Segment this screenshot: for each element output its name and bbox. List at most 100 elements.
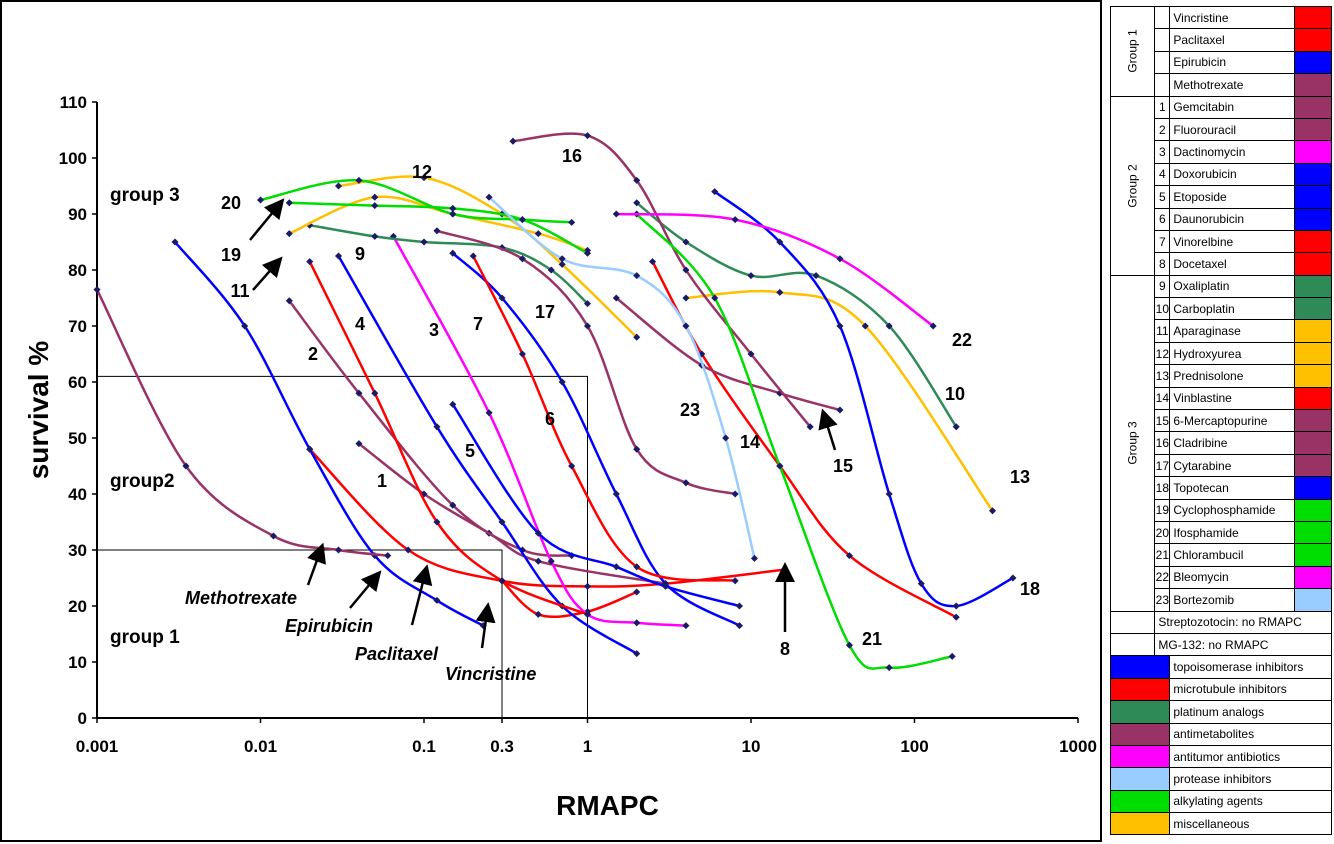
annotation-arrow <box>306 542 326 586</box>
legend-group-label: Group 3 <box>1109 274 1156 612</box>
curve-label-8: 8 <box>780 639 790 659</box>
data-point <box>433 518 441 526</box>
data-point <box>929 322 937 330</box>
data-point <box>384 552 392 560</box>
legend-row: 18 Topotecan <box>1111 476 1332 500</box>
legend-row: Streptozotocin: no RMAPC <box>1109 610 1332 634</box>
annotation-arrow <box>475 602 496 649</box>
legend-class-name: topoisomerase inhibitors <box>1169 655 1332 679</box>
data-point <box>952 423 960 431</box>
data-point <box>711 188 719 196</box>
x-tick-label: 0.3 <box>490 737 514 756</box>
legend-row: alkylating agents <box>1109 789 1332 814</box>
curve-label-16: 16 <box>562 146 582 166</box>
data-point <box>612 294 620 302</box>
data-point <box>711 294 719 302</box>
curve-label-23: 23 <box>680 400 700 420</box>
y-tick-label: 10 <box>68 653 87 672</box>
annotation-arrow <box>249 198 285 241</box>
data-point <box>885 664 893 672</box>
legend-number: 2 <box>1154 117 1171 142</box>
y-tick-label: 50 <box>68 429 87 448</box>
legend-number: 20 <box>1154 520 1171 545</box>
data-point <box>682 294 690 302</box>
data-point <box>355 440 363 448</box>
y-tick-label: 60 <box>68 373 87 392</box>
legend-class-swatch <box>1109 677 1171 702</box>
data-point <box>836 322 844 330</box>
curve-label-1: 1 <box>377 471 387 491</box>
data-point <box>583 322 592 330</box>
data-point <box>583 132 592 140</box>
legend-number: 6 <box>1154 207 1171 231</box>
legend-swatch <box>1294 498 1332 522</box>
region-label: group 1 <box>110 627 180 648</box>
data-point <box>404 546 412 554</box>
legend-row: topoisomerase inhibitors <box>1109 655 1332 679</box>
curve-label-2: 2 <box>308 344 318 364</box>
data-point <box>812 272 820 280</box>
data-point <box>498 518 506 526</box>
legend-drug-name: Doxorubicin <box>1169 162 1295 187</box>
data-point <box>633 588 641 596</box>
legend-number <box>1154 50 1171 75</box>
legend-row: 13 Prednisolone <box>1111 364 1332 388</box>
legend-number: 10 <box>1154 297 1171 321</box>
chart-frame <box>0 0 1102 842</box>
data-point <box>182 462 190 470</box>
data-point <box>750 554 759 562</box>
data-point <box>449 501 457 509</box>
legend-row: 10 Carboplatin <box>1111 297 1332 321</box>
legend-number: 4 <box>1154 162 1171 187</box>
data-point <box>449 204 457 212</box>
legend-number: 3 <box>1154 140 1171 164</box>
legend-row: 2 Fluorouracil <box>1111 117 1332 142</box>
data-point <box>917 580 925 588</box>
data-point <box>1009 574 1017 582</box>
data-point <box>485 409 493 417</box>
legend-swatch <box>1294 140 1332 164</box>
legend-row: MG-132: no RMAPC <box>1109 632 1332 657</box>
curve-label-13: 13 <box>1010 467 1030 487</box>
curve-label-3: 3 <box>429 320 439 340</box>
legend-row: Epirubicin <box>1111 50 1332 75</box>
legend-class-swatch <box>1109 722 1171 746</box>
data-point <box>747 350 755 358</box>
legend-row: antimetabolites <box>1109 722 1332 746</box>
legend-row: 7 Vinorelbine <box>1111 229 1332 254</box>
legend-swatch <box>1294 274 1332 299</box>
legend-group-label: Group 1 <box>1109 6 1156 97</box>
data-point <box>731 216 739 224</box>
legend-class-swatch <box>1109 789 1171 814</box>
legend-swatch <box>1294 50 1332 75</box>
series-line-ifosphamide <box>260 179 572 224</box>
data-point <box>722 434 730 442</box>
group-name: Group 1 <box>1125 29 1140 73</box>
data-point <box>534 557 542 565</box>
legend-number: 17 <box>1154 453 1171 478</box>
curve-label-5: 5 <box>465 441 475 461</box>
legend-drug-name: Gemcitabin <box>1169 95 1295 119</box>
legend-swatch <box>1294 341 1332 366</box>
legend-number: 5 <box>1154 185 1171 209</box>
data-point <box>633 650 641 658</box>
region-label: group 3 <box>110 185 180 206</box>
series-line-docetaxel <box>308 261 588 616</box>
data-point <box>633 199 641 207</box>
curve-label-6: 6 <box>545 409 555 429</box>
curve-label-20: 20 <box>221 193 241 213</box>
series-line-chlorambucil <box>635 213 953 670</box>
legend-class-swatch <box>1109 767 1171 791</box>
curve-label-18: 18 <box>1020 579 1040 599</box>
y-axis-label: survival % <box>23 341 54 480</box>
data-point <box>285 297 293 305</box>
legend-drug-name: Etoposide <box>1169 185 1295 209</box>
legend-row: microtubule inhibitors <box>1109 677 1332 702</box>
data-point <box>355 389 363 397</box>
data-point <box>682 238 690 246</box>
curve-label-12: 12 <box>412 162 432 182</box>
data-point <box>612 563 620 571</box>
legend-blank <box>1109 610 1156 634</box>
region-boundary <box>97 375 588 718</box>
